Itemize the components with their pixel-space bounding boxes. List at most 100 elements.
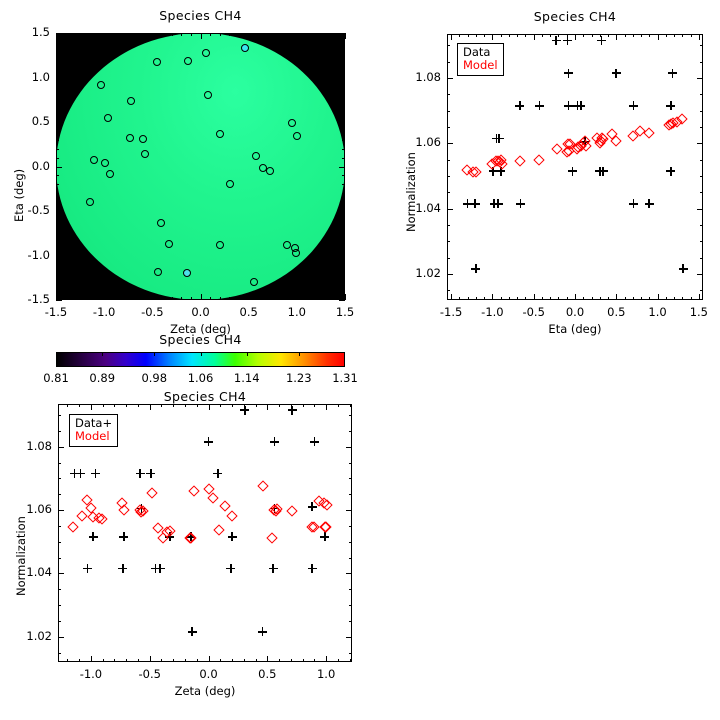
y-tick-minor (56, 175, 59, 177)
x-tick-major (492, 34, 494, 40)
data-circle-marker (154, 268, 163, 277)
x-tick-label: 1.0 (316, 667, 336, 681)
x-tick-minor (102, 659, 104, 662)
x-tick-minor (208, 404, 210, 407)
data-circle-marker (164, 239, 173, 248)
data-circle-marker (97, 80, 106, 89)
x-tick-minor (200, 297, 202, 300)
x-tick-minor (599, 297, 601, 300)
y-tick-minor (58, 620, 61, 622)
x-tick-minor (232, 659, 234, 662)
y-tick-minor (56, 59, 59, 61)
y-tick-minor (700, 257, 703, 259)
legend-model-label: Model (463, 57, 498, 72)
x-tick-minor (698, 34, 700, 37)
x-tick-label: 0.5 (239, 305, 258, 319)
x-tick-minor (219, 297, 221, 300)
x-tick-minor (258, 297, 260, 300)
y-tick-minor (342, 95, 345, 97)
x-tick-minor (316, 33, 318, 36)
y-tick-minor (342, 291, 345, 293)
x-tick-major (616, 34, 618, 40)
y-tick-minor (56, 166, 59, 168)
x-tick-minor (674, 297, 676, 300)
x-tick-minor (325, 297, 327, 300)
x-tick-minor (575, 34, 576, 37)
data-circle-marker (283, 240, 292, 249)
x-tick-minor (306, 297, 308, 300)
y-tick-minor (342, 166, 345, 168)
model-diamond-marker (67, 520, 79, 533)
x-tick-minor (287, 297, 289, 300)
data-circle-marker (288, 118, 297, 127)
x-tick-minor (75, 33, 77, 36)
x-tick-minor (314, 404, 316, 407)
y-tick-minor (56, 68, 59, 70)
data-circle-marker (101, 158, 110, 167)
y-tick-label: -1.0 (27, 247, 50, 262)
x-tick-minor (173, 404, 175, 407)
data-circle-marker (104, 113, 113, 122)
x-tick-minor (102, 404, 104, 407)
x-tick-label: -0.5 (138, 667, 161, 681)
y-tick-minor (700, 127, 703, 129)
y-tick-minor (56, 228, 59, 230)
y-tick-minor (349, 541, 352, 543)
model-diamond-marker (513, 155, 526, 167)
y-tick-label: 1.0 (31, 69, 50, 84)
x-tick-minor (325, 33, 327, 36)
x-tick-minor (75, 297, 77, 300)
data-circle-marker (140, 150, 149, 159)
y-tick-minor (342, 157, 345, 159)
x-tick-minor (306, 33, 308, 36)
colorbar-gradient (57, 353, 344, 366)
x-tick-major (56, 33, 57, 39)
x-tick-major (657, 34, 659, 40)
y-tick-minor (700, 159, 703, 161)
y-tick-minor (56, 157, 59, 159)
y-tick-minor (58, 573, 61, 575)
y-tick-minor (700, 208, 703, 210)
y-tick-minor (58, 557, 61, 559)
zeta-scatter-title: Species CH4 (163, 389, 247, 404)
x-tick-minor (541, 297, 543, 300)
y-tick-minor (58, 525, 61, 527)
colorbar-tick-label: 1.06 (187, 371, 214, 385)
x-tick-minor (583, 34, 585, 37)
data-circle-marker (105, 169, 114, 178)
x-tick-minor (335, 33, 337, 36)
x-tick-minor (665, 297, 667, 300)
x-tick-minor (558, 34, 560, 37)
x-tick-minor (608, 297, 610, 300)
legend-data-label: Data (463, 45, 491, 59)
y-tick-major (56, 255, 62, 257)
x-tick-minor (665, 34, 667, 37)
x-tick-minor (67, 404, 69, 407)
x-tick-label: -1.0 (79, 667, 103, 681)
x-tick-minor (90, 659, 92, 662)
x-tick-label: 0.0 (565, 305, 585, 319)
x-tick-label: 0.0 (199, 667, 218, 681)
x-tick-label: -0.5 (522, 305, 545, 319)
x-tick-minor (185, 659, 186, 662)
colorbar-tick (102, 352, 104, 356)
y-tick-minor (58, 430, 61, 432)
x-tick-minor (248, 33, 250, 36)
data-circle-marker (265, 166, 274, 175)
x-tick-minor (616, 297, 618, 300)
y-tick-minor (342, 202, 345, 204)
y-tick-minor (56, 130, 59, 132)
y-tick-minor (447, 110, 450, 112)
model-diamond-marker (551, 143, 563, 155)
model-diamond-marker (321, 499, 333, 511)
y-tick-minor (56, 273, 59, 275)
model-diamond-marker (643, 127, 655, 139)
x-tick-label: -0.5 (141, 305, 164, 319)
y-tick-minor (56, 264, 59, 266)
y-tick-minor (56, 184, 59, 186)
x-tick-minor (279, 404, 281, 407)
x-tick-minor (267, 404, 269, 407)
x-tick-minor (287, 33, 289, 36)
y-tick-minor (349, 415, 352, 417)
y-tick-minor (349, 652, 352, 654)
